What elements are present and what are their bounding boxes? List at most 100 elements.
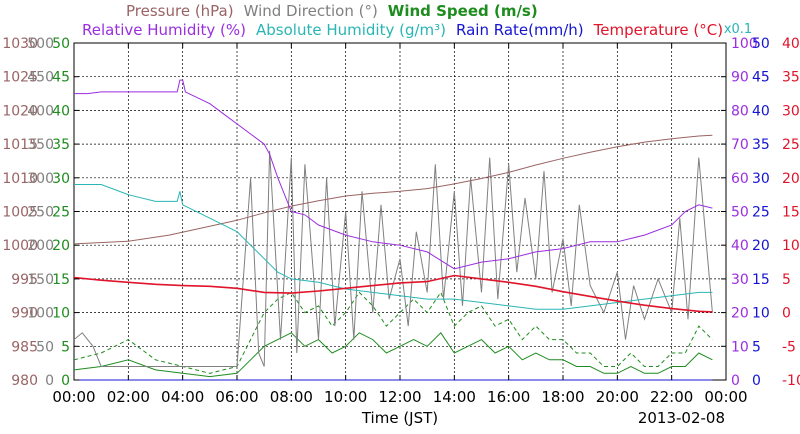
legend-pressure-hpa: Pressure (hPa) — [126, 2, 234, 20]
y-tick-label-temperature: -10 — [782, 373, 800, 389]
y-tick-label-relative-humidity: 70 — [731, 137, 749, 153]
y-tick-label-temperature: 0 — [782, 306, 791, 322]
x-tick-label: 00:00 — [704, 388, 747, 406]
y-tick-label-wind-speed: 50 — [52, 36, 70, 52]
y-tick-label-wind-speed: 10 — [52, 306, 70, 322]
y-tick-label-rain-rate: 40 — [752, 103, 770, 119]
y-tick-label-wind-speed: 0 — [61, 373, 70, 389]
y-tick-label-wind-direction: 50 — [36, 339, 54, 355]
y-tick-label-wind-direction: 100 — [27, 306, 54, 322]
y-tick-label-wind-speed: 45 — [52, 70, 70, 86]
x-tick-label: 22:00 — [650, 388, 693, 406]
y-tick-label-wind-direction: 0 — [45, 373, 54, 389]
y-tick-label-pressure: 1005 — [2, 205, 38, 221]
y-tick-label-wind-speed: 40 — [52, 103, 70, 119]
y-tick-label-pressure: 1010 — [2, 171, 38, 187]
y-tick-label-wind-direction: 200 — [27, 238, 54, 254]
y-tick-label-relative-humidity: 30 — [731, 272, 749, 288]
x-tick-label: 06:00 — [215, 388, 258, 406]
y-tick-label-temperature: 25 — [782, 137, 800, 153]
y-tick-label-pressure: 1030 — [2, 36, 38, 52]
y-tick-label-temperature: 15 — [782, 205, 800, 221]
y-tick-label-relative-humidity: 60 — [731, 171, 749, 187]
y-tick-label-wind-direction: 250 — [27, 205, 54, 221]
x-tick-label: 00:00 — [52, 388, 95, 406]
y-tick-label-rain-rate: 5 — [752, 339, 761, 355]
y-tick-label-temperature: 35 — [782, 70, 800, 86]
series-wind-speed-m-s — [73, 332, 713, 378]
right-axes: 0102030405060708090100051015202530354045… — [721, 36, 800, 389]
y-tick-label-rain-rate: 0 — [752, 373, 761, 389]
legend: Pressure (hPa) Wind Direction (°) Wind Spe… — [82, 2, 752, 39]
y-tick-label-temperature: 20 — [782, 171, 800, 187]
y-tick-label-pressure: 985 — [11, 339, 38, 355]
y-tick-label-wind-speed: 15 — [52, 272, 70, 288]
grid — [74, 43, 726, 380]
series-wind-direction — [73, 150, 713, 367]
x-axis: 00:00 02:00 04:00 06:00 08:00 10:00 12:00 14:00… — [52, 43, 748, 406]
y-tick-label-relative-humidity: 50 — [731, 205, 749, 221]
y-tick-label-wind-direction: 350 — [27, 137, 54, 153]
y-tick-label-relative-humidity: 20 — [731, 306, 749, 322]
y-tick-label-relative-humidity: 90 — [731, 70, 749, 86]
legend-absolute-humidity-g-m: Absolute Humidity (g/m³) — [256, 21, 446, 39]
y-tick-label-pressure: 1020 — [2, 103, 38, 119]
y-tick-label-rain-rate: 50 — [752, 36, 770, 52]
legend-wind-direction: Wind Direction (°) — [244, 2, 378, 20]
y-tick-label-wind-speed: 20 — [52, 238, 70, 254]
legend-temperature-c: Temperature (°C) — [593, 21, 723, 39]
x-tick-label: 12:00 — [378, 388, 421, 406]
y-tick-label-wind-speed: 25 — [52, 205, 70, 221]
x-axis-label: Time (JST) — [361, 409, 438, 427]
y-tick-label-rain-rate: 35 — [752, 137, 770, 153]
y-tick-label-rain-rate: 10 — [752, 306, 770, 322]
y-tick-label-rain-rate: 15 — [752, 272, 770, 288]
y-tick-label-wind-speed: 30 — [52, 171, 70, 187]
y-tick-label-pressure: 1000 — [2, 238, 38, 254]
y-tick-label-wind-direction: 400 — [27, 103, 54, 119]
legend-relative-humidity: Relative Humidity (%) — [82, 21, 246, 39]
series-layer — [73, 79, 713, 381]
y-tick-label-rain-rate: 25 — [752, 205, 770, 221]
x-tick-label: 08:00 — [270, 388, 313, 406]
factor-note: x0.1 — [724, 22, 752, 37]
x-tick-label: 18:00 — [541, 388, 584, 406]
y-tick-label-relative-humidity: 100 — [731, 36, 758, 52]
y-tick-label-relative-humidity: 10 — [731, 339, 749, 355]
series-wind-speed-max-m-s — [73, 291, 713, 374]
y-tick-label-wind-direction: 150 — [27, 272, 54, 288]
y-tick-label-pressure: 990 — [11, 306, 38, 322]
y-tick-label-temperature: 40 — [782, 36, 800, 52]
y-tick-label-relative-humidity: 80 — [731, 103, 749, 119]
y-tick-label-wind-direction: 500 — [27, 36, 54, 52]
legend-rain-rate-mm-h: Rain Rate(mm/h) — [456, 21, 584, 39]
y-tick-label-rain-rate: 45 — [752, 70, 770, 86]
y-tick-label-wind-speed: 5 — [61, 339, 70, 355]
series-pressure-hpa — [73, 134, 713, 245]
x-tick-label: 16:00 — [487, 388, 530, 406]
y-tick-label-temperature: -5 — [782, 339, 796, 355]
y-tick-label-rain-rate: 30 — [752, 171, 770, 187]
y-tick-label-wind-direction: 450 — [27, 70, 54, 86]
y-tick-label-rain-rate: 20 — [752, 238, 770, 254]
y-tick-label-pressure: 1015 — [2, 137, 38, 153]
y-tick-label-relative-humidity: 0 — [731, 373, 740, 389]
x-tick-label: 10:00 — [324, 388, 367, 406]
x-tick-label: 20:00 — [596, 388, 639, 406]
left-axes: 9809859909951000100510101015102010251030… — [2, 36, 79, 389]
y-tick-label-relative-humidity: 40 — [731, 238, 749, 254]
x-tick-label: 14:00 — [433, 388, 476, 406]
y-tick-label-temperature: 5 — [782, 272, 791, 288]
legend-wind-speed-m-s: Wind Speed (m/s) — [388, 2, 538, 20]
series-absolute-humidity-g-m — [74, 184, 713, 310]
y-tick-label-pressure: 980 — [11, 373, 38, 389]
x-tick-label: 02:00 — [107, 388, 150, 406]
y-tick-label-pressure: 995 — [11, 272, 38, 288]
y-tick-label-pressure: 1025 — [2, 70, 38, 86]
x-tick-label: 04:00 — [161, 388, 204, 406]
y-tick-label-wind-direction: 300 — [27, 171, 54, 187]
y-tick-label-temperature: 10 — [782, 238, 800, 254]
y-tick-label-wind-speed: 35 — [52, 137, 70, 153]
date-label: 2013-02-08 — [638, 409, 725, 427]
